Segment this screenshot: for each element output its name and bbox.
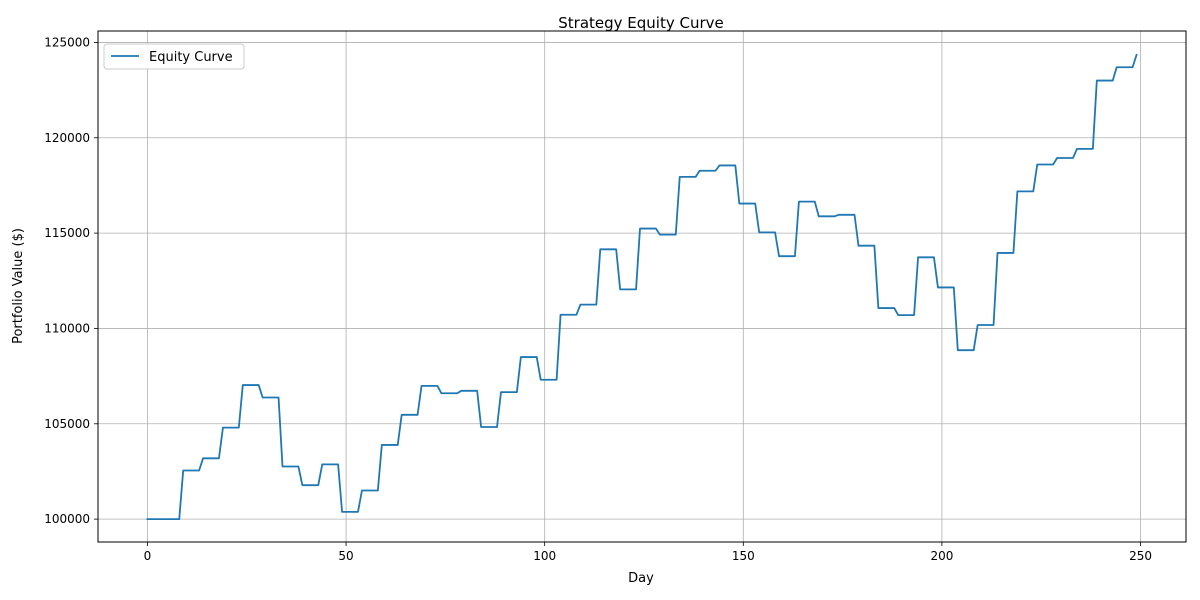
- y-tick-label: 100000: [44, 512, 90, 526]
- legend: Equity Curve: [103, 43, 245, 70]
- y-tick-label: 120000: [44, 131, 90, 145]
- equity-curve-line: [146, 53, 1138, 521]
- x-tick-label: 0: [144, 549, 152, 563]
- x-tick-label: 100: [533, 549, 556, 563]
- x-tick-label: 250: [1129, 549, 1152, 563]
- y-axis-label: Portfolio Value ($): [11, 228, 26, 344]
- x-tick-label: 200: [930, 549, 953, 563]
- plot-area-frame: [97, 30, 1187, 543]
- x-tick-label: 150: [732, 549, 755, 563]
- chart-title: Strategy Equity Curve: [558, 14, 724, 32]
- y-tick-label: 115000: [44, 226, 90, 240]
- axis-ticks: 0 50 100 150 200 250 100000 105000 110000 115000 1…: [44, 35, 1152, 563]
- y-tick-label: 110000: [44, 321, 90, 335]
- series-layer: [146, 53, 1138, 521]
- legend-box: [103, 43, 245, 70]
- legend-label: Equity Curve: [149, 50, 233, 65]
- x-tick-label: 50: [338, 549, 353, 563]
- x-axis-label: Day: [628, 571, 654, 586]
- y-tick-label: 105000: [44, 417, 90, 431]
- y-tick-label: 125000: [44, 35, 90, 49]
